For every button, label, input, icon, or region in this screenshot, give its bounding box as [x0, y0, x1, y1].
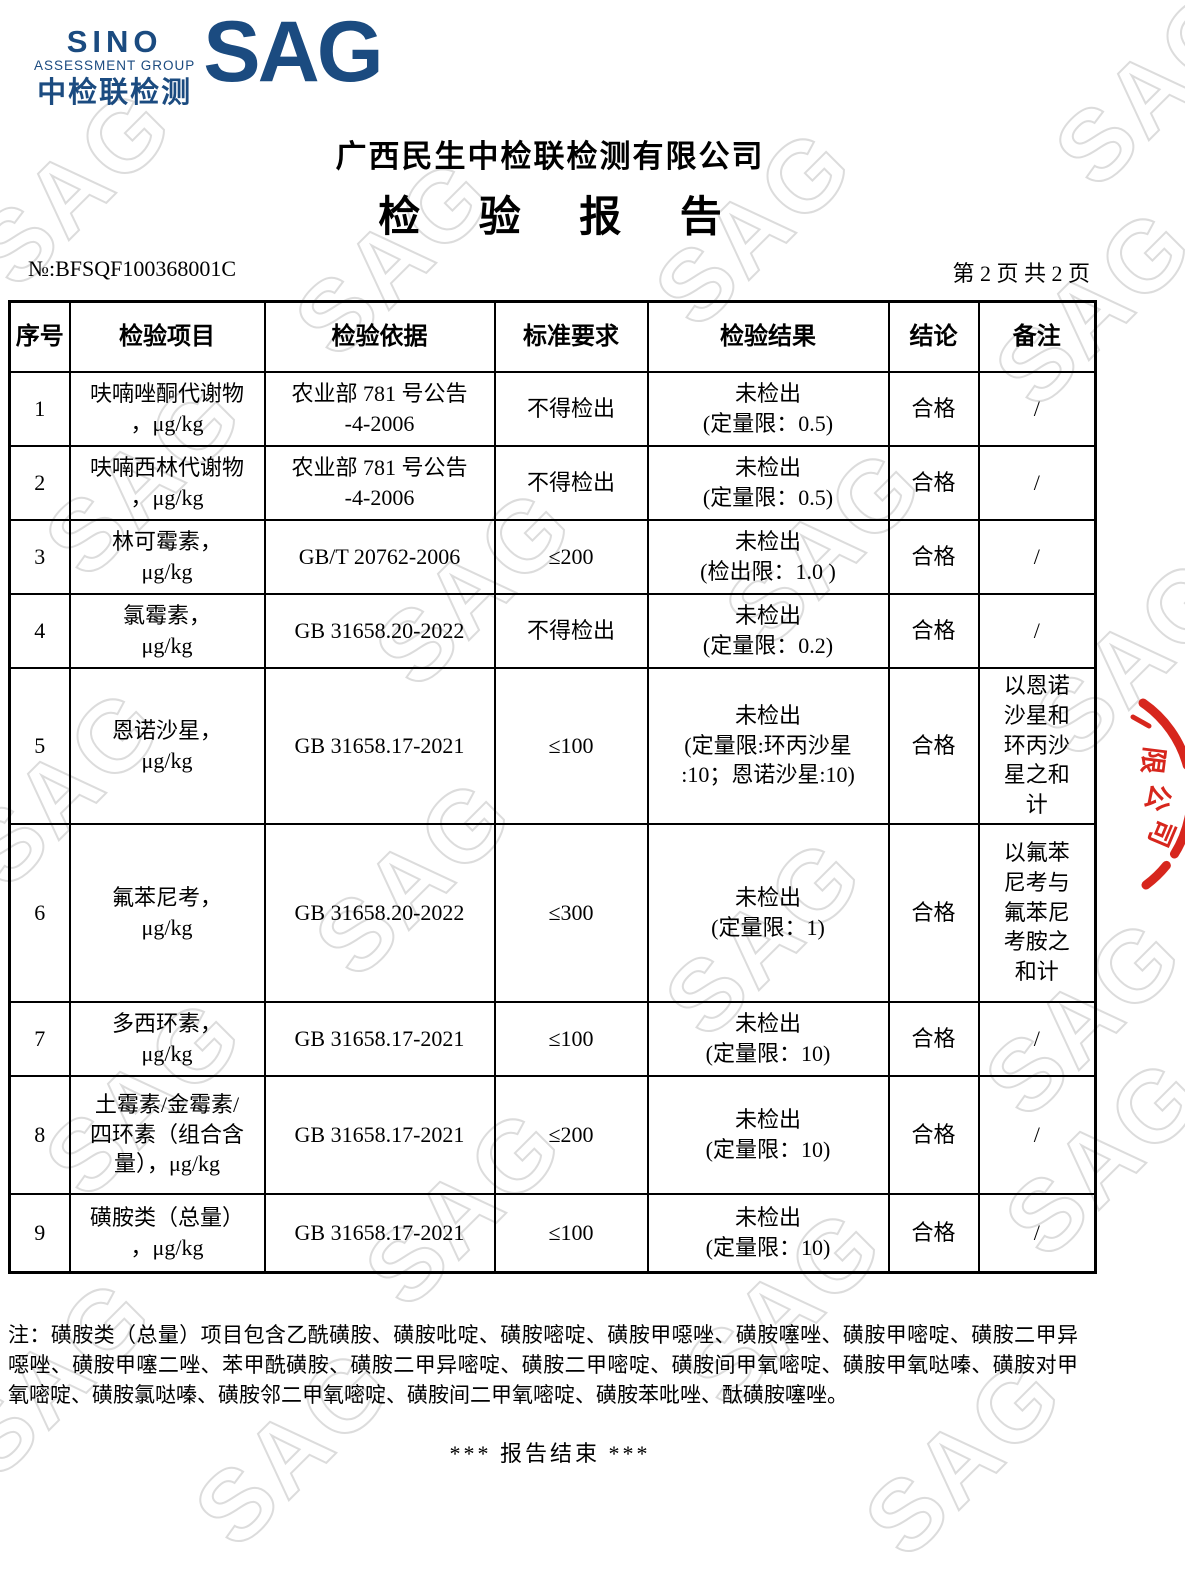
table-row-2: 2 呋喃西林代谢物 ，μg/kg 农业部 781 号公告 -4-2006 不得检…: [8, 444, 1097, 521]
cell-item: 呋喃唑酮代谢物 ，μg/kg: [68, 370, 266, 447]
report-meta: №:BFSQF100368001C 第 2 页 共 2 页: [28, 256, 1090, 288]
cell-item: 林可霉素， μg/kg: [68, 518, 266, 595]
cell-no: 4: [8, 592, 71, 669]
cell-result: 未检出 (定量限:环丙沙星 :10；恩诺沙星:10): [646, 666, 890, 825]
column-header-result: 检验结果: [646, 300, 890, 373]
cell-item: 多西环素， μg/kg: [68, 1000, 266, 1077]
cell-item: 氯霉素， μg/kg: [68, 592, 266, 669]
results-table: 序号 检验项目 检验依据 标准要求 检验结果 结论 备注 1 呋喃唑酮代谢物 ，…: [8, 300, 1097, 1274]
cell-no: 9: [8, 1192, 71, 1274]
cell-no: 1: [8, 370, 71, 447]
company-logo: SINO ASSESSMENT GROUP 中检联检测 SAG: [34, 4, 384, 111]
cell-result: 未检出 (定量限：10): [646, 1192, 890, 1274]
cell-standard: ≤200: [493, 1074, 649, 1195]
column-header-conclusion: 结论: [887, 300, 980, 373]
cell-remark: /: [977, 1192, 1097, 1274]
cell-item: 氟苯尼考， μg/kg: [68, 822, 266, 1003]
cell-result: 未检出 (定量限：0.5): [646, 370, 890, 447]
cell-basis: GB 31658.17-2021: [263, 666, 496, 825]
column-header-remark: 备注: [977, 300, 1097, 373]
cell-remark: /: [977, 370, 1097, 447]
cell-no: 2: [8, 444, 71, 521]
cell-basis: GB/T 20762-2006: [263, 518, 496, 595]
report-number: №:BFSQF100368001C: [28, 256, 237, 281]
logo-cn-text: 中检联检测: [37, 76, 193, 109]
cell-result: 未检出 (定量限：10): [646, 1074, 890, 1195]
report-end-text: *** 报告结束 ***: [449, 1441, 651, 1466]
cell-remark: 以恩诺 沙星和 环丙沙 星之和 计: [977, 666, 1097, 825]
cell-no: 5: [8, 666, 71, 825]
cell-standard: ≤100: [493, 1000, 649, 1077]
cell-basis: 农业部 781 号公告 -4-2006: [263, 370, 496, 447]
cell-conclusion: 合格: [887, 1192, 980, 1274]
cell-item: 磺胺类（总量） ，μg/kg: [68, 1192, 266, 1274]
footnote: 注：磺胺类（总量）项目包含乙酰磺胺、磺胺吡啶、磺胺嘧啶、磺胺甲噁唑、磺胺噻唑、磺…: [8, 1323, 1078, 1408]
cell-item: 呋喃西林代谢物 ，μg/kg: [68, 444, 266, 521]
cell-conclusion: 合格: [887, 444, 980, 521]
cell-result: 未检出 (定量限：0.5): [646, 444, 890, 521]
table-row-1: 1 呋喃唑酮代谢物 ，μg/kg 农业部 781 号公告 -4-2006 不得检…: [8, 370, 1097, 447]
cell-conclusion: 合格: [887, 666, 980, 825]
cell-no: 7: [8, 1000, 71, 1077]
cell-standard: 不得检出: [493, 370, 649, 447]
cell-result: 未检出 (定量限：10): [646, 1000, 890, 1077]
cell-remark: /: [977, 1000, 1097, 1077]
cell-basis: GB 31658.17-2021: [263, 1192, 496, 1274]
table-row-4: 4 氯霉素， μg/kg GB 31658.20-2022 不得检出 未检出 (…: [8, 592, 1097, 669]
table-row-6: 6 氟苯尼考， μg/kg GB 31658.20-2022 ≤300 未检出 …: [8, 822, 1097, 1003]
page-title: 检 验 报 告: [378, 195, 746, 241]
cell-standard: 不得检出: [493, 592, 649, 669]
cell-remark: /: [977, 518, 1097, 595]
cell-conclusion: 合格: [887, 1000, 980, 1077]
column-header-standard: 标准要求: [493, 300, 649, 373]
cell-basis: 农业部 781 号公告 -4-2006: [263, 444, 496, 521]
cell-no: 6: [8, 822, 71, 1003]
cell-conclusion: 合格: [887, 518, 980, 595]
column-header-basis: 检验依据: [263, 300, 496, 373]
cell-standard: ≤100: [493, 666, 649, 825]
sag-logo-text: SAG: [203, 4, 383, 100]
cell-no: 8: [8, 1074, 71, 1195]
table-row-3: 3 林可霉素， μg/kg GB/T 20762-2006 ≤200 未检出 (…: [8, 518, 1097, 595]
table-row-5: 5 恩诺沙星， μg/kg GB 31658.17-2021 ≤100 未检出 …: [8, 666, 1097, 825]
sino-wordmark: SINO ASSESSMENT GROUP 中检联检测: [34, 26, 195, 111]
cell-standard: ≤100: [493, 1192, 649, 1274]
table-row-7: 7 多西环素， μg/kg GB 31658.17-2021 ≤100 未检出 …: [8, 1000, 1097, 1077]
cell-basis: GB 31658.17-2021: [263, 1000, 496, 1077]
cell-remark: /: [977, 1074, 1097, 1195]
cell-item: 土霉素/金霉素/ 四环素（组合含 量），μg/kg: [68, 1074, 266, 1195]
cell-standard: ≤300: [493, 822, 649, 1003]
cell-result: 未检出 (检出限：1.0 ): [646, 518, 890, 595]
cell-item: 恩诺沙星， μg/kg: [68, 666, 266, 825]
cell-conclusion: 合格: [887, 592, 980, 669]
company-name: 广西民生中检联检测有限公司: [335, 139, 765, 174]
cell-basis: GB 31658.20-2022: [263, 822, 496, 1003]
cell-remark: /: [977, 444, 1097, 521]
table-header-row: 序号 检验项目 检验依据 标准要求 检验结果 结论 备注: [8, 300, 1097, 373]
cell-conclusion: 合格: [887, 1074, 980, 1195]
logo-sino-text: SINO: [66, 24, 163, 59]
table-row-8: 8 土霉素/金霉素/ 四环素（组合含 量），μg/kg GB 31658.17-…: [8, 1074, 1097, 1195]
cell-basis: GB 31658.17-2021: [263, 1074, 496, 1195]
column-header-item: 检验项目: [68, 300, 266, 373]
cell-basis: GB 31658.20-2022: [263, 592, 496, 669]
page-indicator: 第 2 页 共 2 页: [952, 261, 1090, 286]
cell-result: 未检出 (定量限：0.2): [646, 592, 890, 669]
cell-remark: 以氟苯 尼考与 氟苯尼 考胺之 和计: [977, 822, 1097, 1003]
cell-conclusion: 合格: [887, 370, 980, 447]
cell-result: 未检出 (定量限：1): [646, 822, 890, 1003]
cell-no: 3: [8, 518, 71, 595]
cell-standard: 不得检出: [493, 444, 649, 521]
cell-standard: ≤200: [493, 518, 649, 595]
column-header-no: 序号: [8, 300, 71, 373]
cell-remark: /: [977, 592, 1097, 669]
logo-group-text: ASSESSMENT GROUP: [34, 58, 196, 73]
table-row-9: 9 磺胺类（总量） ，μg/kg GB 31658.17-2021 ≤100 未…: [8, 1192, 1097, 1274]
cell-conclusion: 合格: [887, 822, 980, 1003]
